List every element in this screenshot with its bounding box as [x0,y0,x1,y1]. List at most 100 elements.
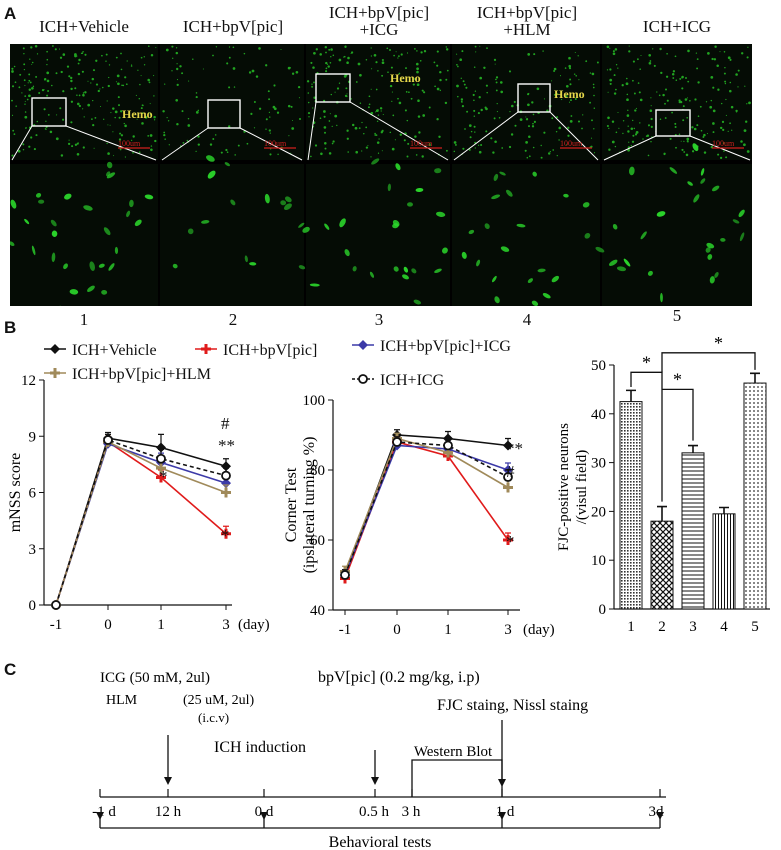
series-path [344,441,509,576]
panel-letter-c: C [4,660,17,679]
x-tick-label: 3 [222,617,230,633]
marker-circle [103,435,113,445]
overview-image [160,44,304,160]
marker-diamond [221,461,231,472]
micrograph-column-1: Hemo 100um [8,44,158,310]
bar [743,382,767,610]
col-number-4: 4 [522,310,532,329]
significance-bracket [630,371,663,502]
legend-label: ICH+Vehicle [72,342,157,359]
legend-item: ICH+bpV[pic]+ICG [352,338,511,355]
bar [712,513,736,610]
x-tick-label: -1 [339,622,352,638]
y-axis-label: mNSS score [7,453,24,533]
error-bar [719,506,729,514]
neuron-cells [8,161,154,310]
western-blot-bracket [411,759,503,797]
series-path [344,437,509,572]
significance-marker: # [221,414,230,433]
arrowhead [498,812,506,820]
y-tick-label: 0 [29,598,37,614]
overview-image [10,44,158,160]
y-tick-label: 9 [29,429,37,445]
significance-marker: ** [218,436,235,455]
significance-marker: * [159,467,168,486]
zoom-guide-line [349,101,449,161]
y-tick-label: 12 [21,373,36,389]
line-chart-2: 40 60 80 100 -1 0 1 3 (day) Corner Test (ipslatera… [283,393,555,638]
x-tick-label: 5 [751,619,759,635]
error-bar [750,372,760,384]
marker-diamond [503,440,513,451]
zoom-box [655,109,691,137]
hemo-label: Hemo [390,71,421,85]
significance-marker: * [221,526,230,545]
zoom-image [160,164,304,306]
marker-plus [221,528,231,539]
ich-induction-label: ICH induction [214,739,306,756]
series-line [51,433,231,610]
timeline-tick-label: -1 d [92,804,116,820]
marker-diamond [50,344,60,354]
series-line [51,435,231,610]
marker-circle [340,570,350,580]
y-axis-label-2: /(visul field) [574,450,590,525]
significance-marker: * [673,369,682,389]
zoom-box [315,73,351,103]
col-title-1: ICH+Vehicle [39,17,129,36]
legend-item: ICH+bpV[pic]+HLM [44,366,211,383]
zoom-guide-line [65,125,157,161]
zoom-box [31,97,67,127]
legend-label: ICH+bpV[pic]+ICG [380,338,511,355]
marker-diamond [358,340,368,350]
neuron-cells [584,143,745,303]
zoom-image [306,164,450,306]
y-tick-label: 80 [310,463,325,479]
marker-circle [51,600,61,610]
overview-texture [306,45,449,158]
zoom-box [517,83,551,113]
marker-plus [156,463,166,474]
scale-bar-label: 100um [118,139,141,148]
marker-circle [156,453,166,464]
behavioral-label: Behavioral tests [329,834,432,850]
overview-texture [453,45,599,159]
overview-image [452,44,600,160]
marker-plus [503,482,513,493]
marker-circle [443,440,453,451]
y-axis-label: Corner Test [283,467,300,542]
marker-circle [392,437,402,447]
overview-image [602,44,752,160]
micrograph-svg: Hemo 100um 100um Hemo 100um Hemo 100um 100um [8,44,752,310]
series-line [340,436,513,584]
series-line [340,429,513,580]
legend-label: ICH+ICG [380,372,445,389]
marker-plus [156,472,166,483]
col-title-5: ICH+ICG [642,17,712,36]
col-number-3: 3 [374,310,384,329]
marker-circle [221,470,231,481]
x-tick-label: 1 [444,622,452,638]
x-unit-label: (day) [238,617,270,633]
series-line [340,436,513,580]
hemo-label: Hemo [122,107,153,121]
arrowhead [656,812,664,820]
zoom-image [602,164,752,306]
x-tick-label: 3 [504,622,512,638]
hemo-label: Hemo [554,87,585,101]
legend-item: ICH+ICG [352,372,445,389]
significance-bracket [662,388,694,441]
scale-bar-label: 100um [264,139,287,148]
x-tick-label: 0 [393,622,401,638]
legend-item: ICH+Vehicle [44,342,157,359]
significance-bracket [661,352,756,373]
col-number-2: 2 [228,310,238,329]
arrowhead [371,777,379,785]
micrograph-column-5: 100um [584,44,752,306]
icg-label: ICG (50 mM, 2ul) [100,670,210,686]
y-tick-label: 10 [591,553,606,569]
series-path [55,438,227,606]
bar [681,452,705,610]
